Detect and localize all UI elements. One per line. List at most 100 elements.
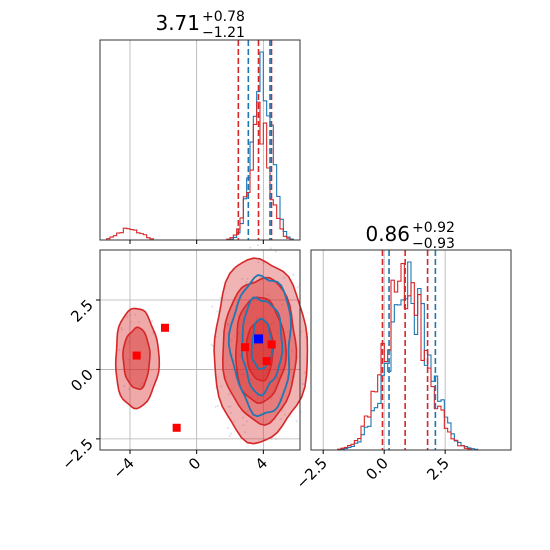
truth-marker-2 (172, 423, 181, 432)
joint-xtick-label-1: 0 (185, 454, 204, 473)
joint-sample-point (259, 276, 262, 279)
joint-sample-point (275, 352, 278, 355)
hist2-xtick-label-0: −2.5 (293, 454, 331, 492)
joint-sample-point (270, 397, 273, 400)
joint-sample-point (127, 358, 130, 361)
series-a-contour-2 (227, 274, 292, 418)
joint-sample-point (211, 305, 214, 308)
joint-sample-point (123, 385, 126, 388)
joint-sample-point (290, 350, 293, 353)
joint-sample-point (281, 303, 284, 306)
title-param-2-value: 0.86 (365, 222, 410, 246)
joint-sample-point (245, 420, 248, 423)
joint-sample-point (214, 405, 217, 408)
joint-sample-point (261, 344, 264, 347)
joint-sample-point (277, 375, 280, 378)
joint-sample-point (269, 323, 272, 326)
title-param-1-minus: −1.21 (202, 25, 245, 41)
joint-sample-point (275, 438, 278, 441)
joint-sample-point (237, 332, 240, 335)
joint-sample-point (281, 409, 284, 412)
truth-marker-3 (241, 343, 249, 352)
point-estimate-marker (254, 334, 263, 344)
joint-ytick-label-0: −2.5 (58, 435, 96, 473)
joint-sample-point (241, 277, 244, 280)
joint-sample-point (264, 316, 267, 319)
joint-sample-point (127, 388, 130, 391)
joint-sample-point (239, 354, 242, 357)
joint-sample-point (243, 339, 246, 342)
histogram-param-2 (310, 249, 512, 451)
joint-sample-point (127, 341, 130, 344)
joint-sample-point (292, 273, 295, 276)
joint-sample-point (300, 330, 303, 333)
joint-sample-point (250, 378, 253, 381)
joint-sample-point (129, 320, 132, 323)
joint-sample-point (224, 376, 227, 379)
title-param-1-plus: +0.78 (202, 9, 245, 25)
joint-sample-point (274, 250, 277, 253)
joint-sample-point (254, 343, 257, 346)
joint-sample-point (301, 382, 304, 385)
title-param-2-minus: −0.93 (412, 236, 455, 252)
joint-sample-point (233, 420, 236, 423)
joint-sample-point (226, 427, 229, 430)
truth-marker-1 (161, 323, 169, 332)
joint-sample-point (286, 330, 289, 333)
joint-sample-point (233, 334, 236, 337)
joint-sample-point (279, 418, 282, 421)
joint-sample-point (151, 320, 154, 323)
joint-frame (99, 249, 301, 451)
joint-sample-point (226, 322, 229, 325)
joint-sample-point (230, 339, 233, 342)
joint-sample-point (228, 434, 231, 437)
hist2-xtick-label-1: 0.0 (362, 454, 392, 484)
joint-sample-point (295, 420, 298, 423)
joint-sample-point (249, 246, 252, 249)
joint-sample-point (240, 373, 243, 376)
joint-sample-point (227, 323, 230, 326)
joint-sample-point (246, 278, 249, 281)
joint-sample-point (244, 310, 247, 313)
joint-sample-point (276, 331, 279, 334)
joint-sample-point (219, 296, 222, 299)
truth-marker-0 (132, 351, 141, 360)
joint-sample-point (255, 354, 258, 357)
joint-sample-point (230, 432, 233, 435)
joint-sample-point (258, 360, 261, 363)
joint-sample-point (256, 397, 259, 400)
joint-sample-point (120, 326, 123, 329)
joint-sample-point (283, 413, 286, 416)
joint-sample-point (140, 385, 143, 388)
joint-sample-point (269, 247, 272, 250)
histogram-frame (310, 249, 512, 451)
hist2-xtick-label-2: 2.5 (423, 454, 453, 484)
joint-sample-point (257, 261, 260, 264)
joint-sample-point (255, 317, 258, 320)
histogram-series-b (311, 263, 511, 451)
joint-sample-point (129, 313, 132, 316)
joint-sample-point (303, 372, 306, 375)
joint-sample-point (137, 321, 140, 324)
joint-density-panel (99, 244, 309, 451)
joint-sample-point (245, 411, 248, 414)
title-param-1: 3.71 +0.78 −1.21 (155, 9, 244, 41)
title-param-1-value: 3.71 (155, 11, 200, 35)
joint-sample-point (273, 364, 276, 367)
histogram-frame (99, 39, 301, 241)
joint-sample-point (229, 405, 232, 408)
histogram-series-a (311, 261, 511, 451)
joint-sample-point (242, 424, 245, 427)
joint-sample-point (242, 372, 245, 375)
joint-sample-point (252, 306, 255, 309)
joint-sample-point (283, 276, 286, 279)
joint-sample-point (276, 376, 279, 379)
joint-sample-point (242, 416, 245, 419)
joint-sample-point (262, 347, 265, 350)
joint-sample-point (270, 438, 273, 441)
histogram-param-1 (99, 39, 301, 241)
joint-sample-point (216, 404, 219, 407)
joint-sample-point (244, 431, 247, 434)
joint-ytick-label-1: 0.0 (67, 366, 97, 396)
